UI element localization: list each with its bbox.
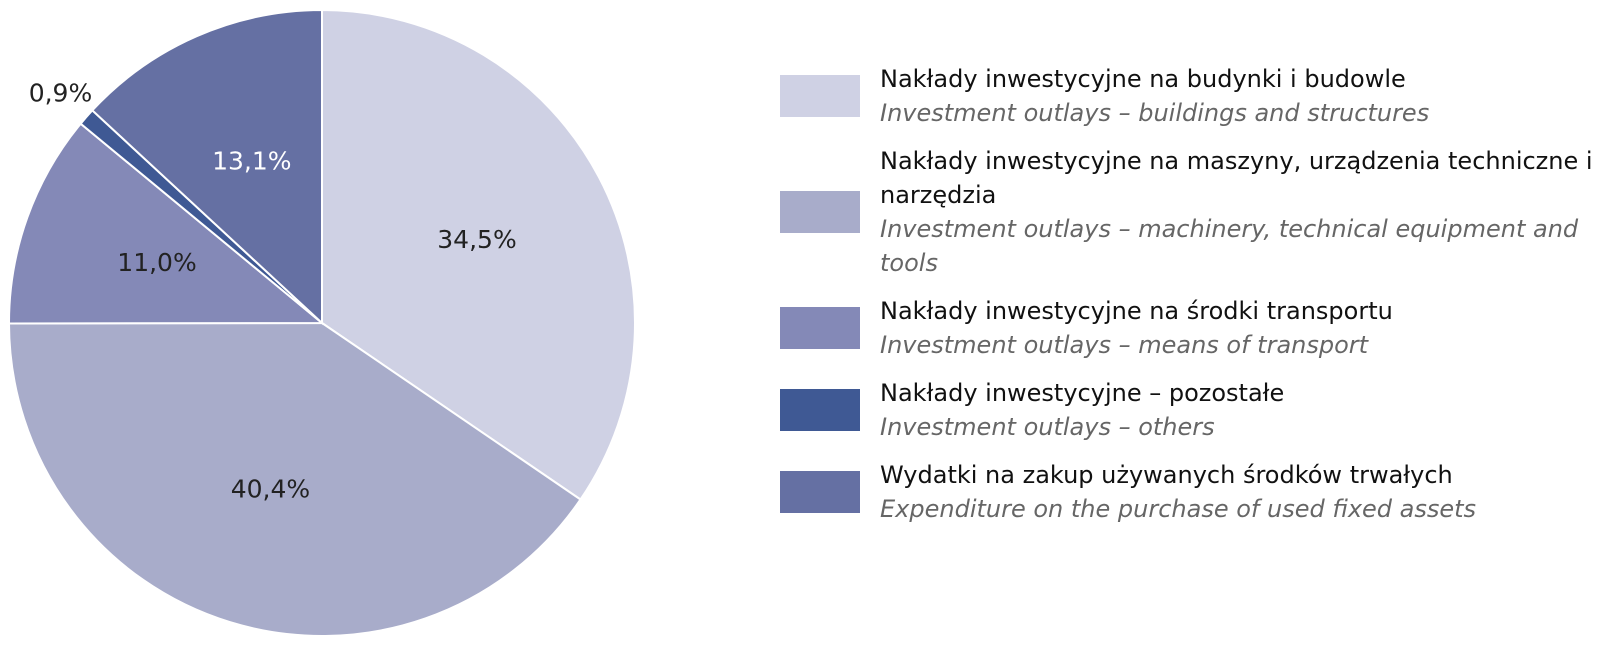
legend-swatch [780, 389, 860, 431]
legend-translation: Investment outlays – means of transport [880, 331, 1369, 359]
legend-label: Nakłady inwestycyjne – pozostałe [880, 379, 1285, 407]
pie-slice [7, 321, 582, 637]
legend-swatch [780, 471, 860, 513]
legend-translation: Investment outlays – machinery, technica… [880, 215, 1579, 277]
legend-item: Wydatki na zakup używanych środków trwał… [780, 458, 1610, 526]
legend-text: Nakłady inwestycyjne – pozostałe Investme… [880, 376, 1600, 444]
legend-item: Nakłady inwestycyjne – pozostałe Investme… [780, 376, 1610, 444]
data-label: 11,0% [117, 248, 196, 277]
legend-label: Wydatki na zakup używanych środków trwał… [880, 461, 1453, 489]
legend-translation: Investment outlays – others [880, 413, 1215, 441]
data-label: 13,1% [212, 146, 291, 175]
legend-swatch [780, 307, 860, 349]
legend-label: Nakłady inwestycyjne na budynki i budowl… [880, 65, 1406, 93]
legend-text: Wydatki na zakup używanych środków trwał… [880, 458, 1600, 526]
legend-item: Nakłady inwestycyjne na maszyny, urządze… [780, 144, 1610, 280]
legend-translation: Investment outlays – buildings and struc… [880, 99, 1430, 127]
legend-text: Nakłady inwestycyjne na maszyny, urządze… [880, 144, 1600, 280]
pie: 34,5% 40,4% 11,0% 0,9% 13,1% [7, 8, 636, 637]
data-label: 40,4% [231, 475, 310, 504]
legend-item: Nakłady inwestycyjne na środki transport… [780, 294, 1610, 362]
legend-label: Nakłady inwestycyjne na maszyny, urządze… [880, 147, 1593, 209]
legend: Nakłady inwestycyjne na budynki i budowl… [780, 62, 1610, 540]
legend-label: Nakłady inwestycyjne na środki transport… [880, 297, 1393, 325]
legend-swatch [780, 191, 860, 233]
pie-slice [8, 122, 325, 325]
legend-text: Nakłady inwestycyjne na środki transport… [880, 294, 1600, 362]
legend-item: Nakłady inwestycyjne na budynki i budowl… [780, 62, 1610, 130]
legend-translation: Expenditure on the purchase of used fixe… [880, 495, 1477, 523]
pie-slice [90, 8, 323, 326]
data-label: 34,5% [437, 225, 516, 254]
pie-slice [321, 8, 636, 501]
data-label: 0,9% [29, 78, 93, 107]
legend-text: Nakłady inwestycyjne na budynki i budowl… [880, 62, 1600, 130]
legend-swatch [780, 75, 860, 117]
